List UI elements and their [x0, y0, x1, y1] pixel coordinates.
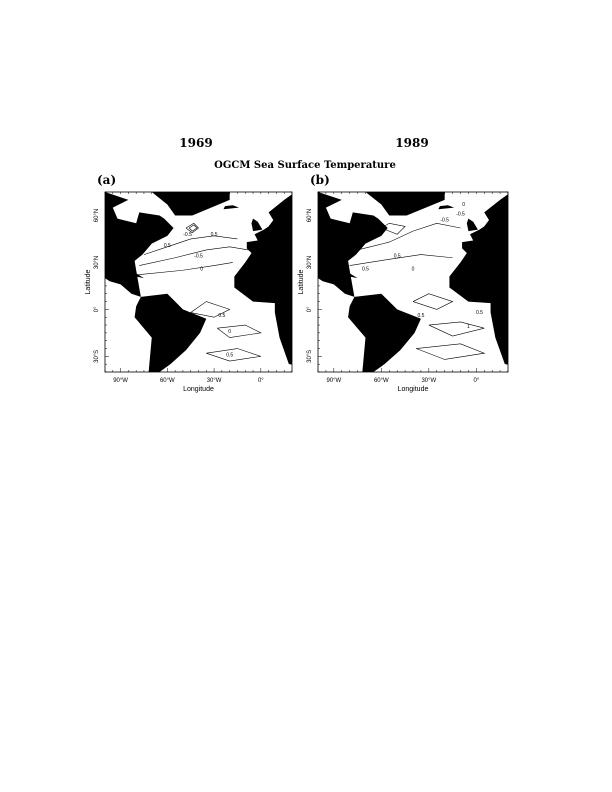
- y-tick-label: 30°S: [94, 350, 100, 363]
- land: [449, 194, 508, 365]
- figure-title: OGCM Sea Surface Temperature: [214, 160, 396, 171]
- land: [128, 273, 144, 279]
- contour: [139, 246, 249, 266]
- x-tick-label: 90°W: [326, 378, 341, 384]
- contour-label: 0.5: [164, 243, 171, 249]
- x-axis-label: Longitude: [183, 386, 214, 393]
- panel-label: (a): [97, 173, 116, 187]
- x-tick-label: 60°W: [160, 378, 175, 384]
- land: [105, 192, 174, 297]
- y-axis-label: Latitude: [85, 269, 92, 294]
- contour-label: 0.5: [476, 310, 483, 316]
- x-axis-label: Longitude: [398, 386, 429, 393]
- contour: [188, 224, 198, 232]
- panel-label: (b): [310, 173, 330, 187]
- contour-label: -0.5: [456, 211, 465, 217]
- y-tick-label: 60°N: [307, 209, 313, 222]
- x-tick-label: 90°W: [113, 378, 128, 384]
- contour: [185, 222, 199, 234]
- land: [365, 192, 445, 216]
- y-axis-label: Latitude: [298, 269, 305, 294]
- contour: [416, 343, 486, 360]
- land: [223, 205, 240, 210]
- contour: [206, 348, 261, 362]
- x-tick-label: 30°W: [207, 378, 222, 384]
- contour-label: 1: [467, 324, 470, 330]
- land: [151, 192, 230, 216]
- y-tick-label: 0°: [307, 306, 313, 312]
- x-tick-label: 30°W: [421, 378, 436, 384]
- y-tick-label: 60°N: [94, 209, 100, 222]
- land: [318, 192, 388, 297]
- contour: [381, 222, 406, 235]
- contour-label: -0.5: [440, 218, 449, 224]
- contour-label: 0: [228, 329, 231, 335]
- land: [348, 293, 421, 372]
- year-title: 1969: [179, 136, 212, 150]
- contour-label: -0.5: [194, 254, 203, 260]
- y-tick-label: 30°N: [94, 256, 100, 269]
- y-tick-label: 30°S: [307, 350, 313, 363]
- contour-label: 0: [462, 202, 465, 208]
- contour-label: 0: [200, 266, 203, 272]
- contour: [143, 235, 238, 255]
- year-title: 1989: [395, 136, 428, 150]
- contour: [428, 321, 485, 337]
- y-tick-label: 30°N: [307, 256, 313, 269]
- contour: [136, 262, 233, 276]
- contour-label: 0.5: [211, 232, 218, 238]
- land: [341, 273, 358, 279]
- contour-label: 0.5: [417, 313, 424, 319]
- contour-label: 0.5: [394, 254, 401, 260]
- contour: [217, 324, 262, 338]
- contour: [357, 222, 461, 251]
- land: [234, 194, 292, 365]
- y-tick-label: 0°: [94, 306, 100, 312]
- land: [466, 218, 478, 232]
- contour-label: -0.5: [183, 232, 192, 238]
- contour: [349, 254, 453, 266]
- land: [134, 293, 207, 372]
- contour-label: 0.5: [362, 266, 369, 272]
- land: [251, 218, 263, 232]
- map: [318, 192, 508, 372]
- contour: [190, 301, 231, 318]
- contour-label: 0.5: [218, 313, 225, 319]
- x-tick-label: 60°W: [374, 378, 389, 384]
- contour-label: 0.5: [226, 352, 233, 358]
- contour-label: 0: [412, 266, 415, 272]
- x-tick-label: 0°: [473, 378, 479, 384]
- x-tick-label: 0°: [258, 378, 264, 384]
- land: [438, 205, 455, 210]
- contour: [412, 293, 454, 310]
- map: [105, 192, 292, 372]
